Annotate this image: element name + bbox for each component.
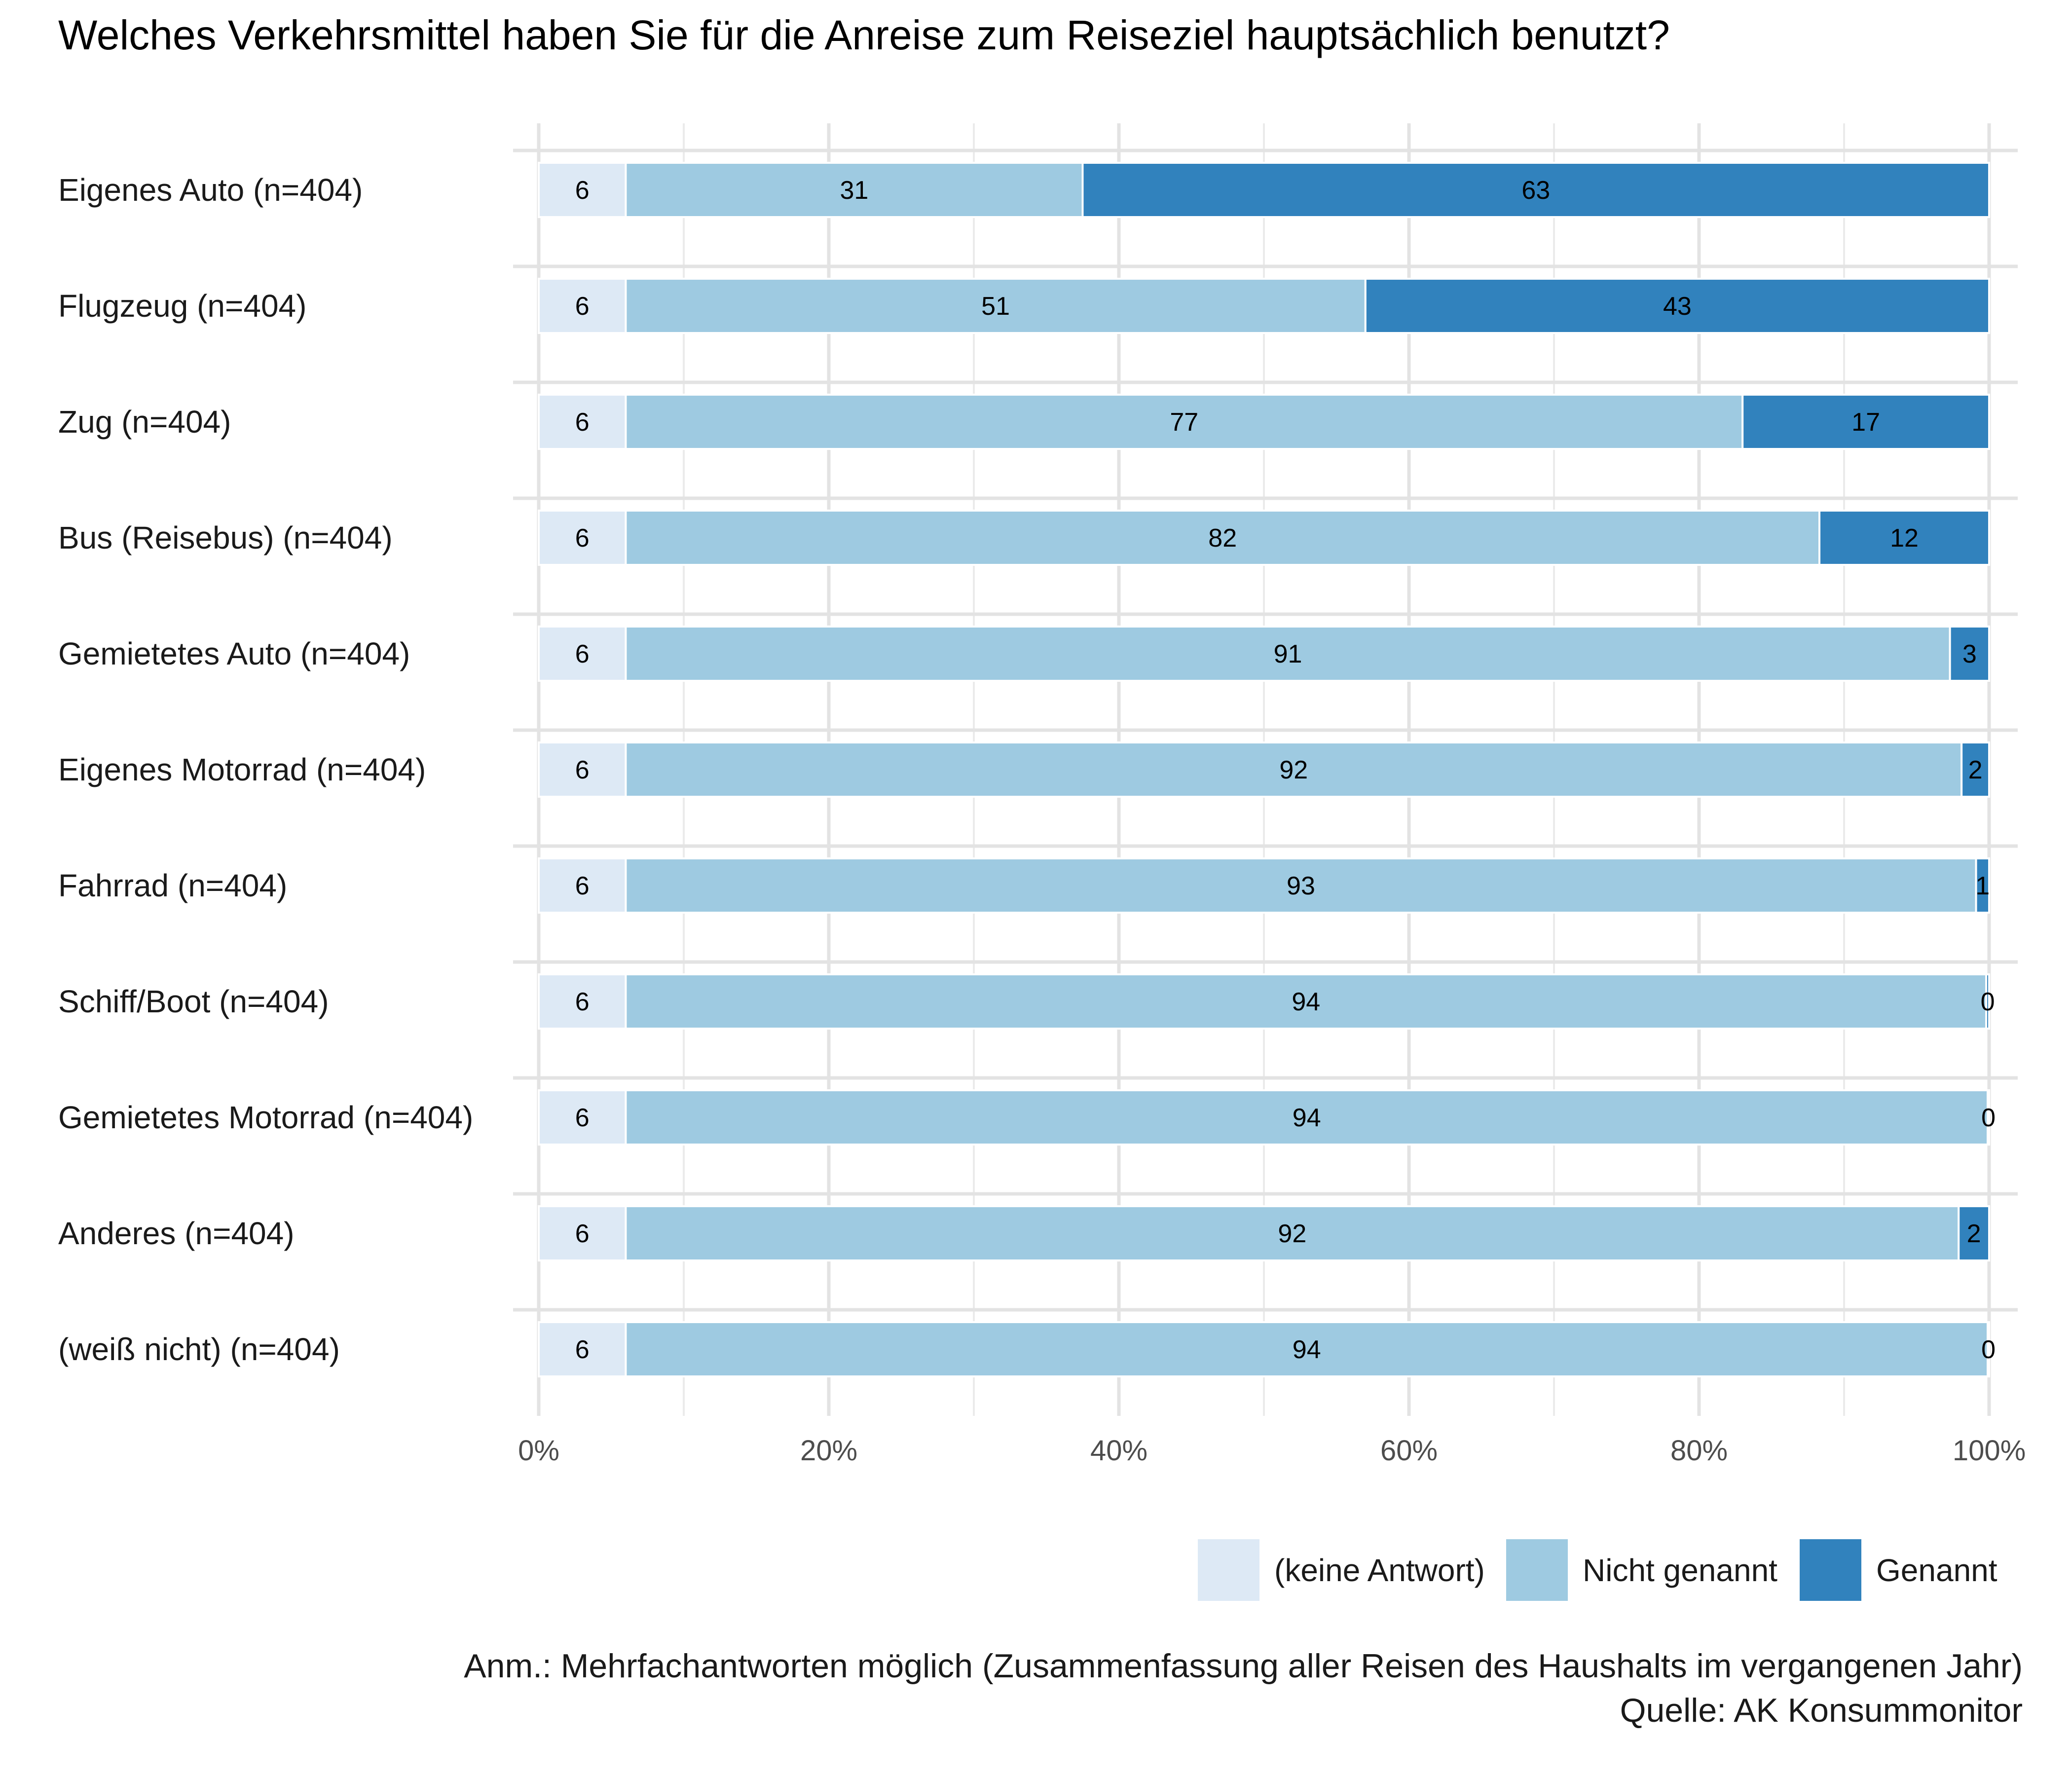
bar-segment-genannt [1958,1205,1991,1261]
bar-segment-genannt [1985,973,1991,1030]
category-label: Eigenes Motorrad (n=404) [58,752,426,787]
category-label: Schiff/Boot (n=404) [58,984,329,1019]
x-tick-label: 0% [518,1435,559,1467]
bar-value-label: 77 [1170,408,1198,437]
bar-segment-genannt [1949,626,1991,682]
bar-segment-nicht-genannt [625,394,1744,450]
bar-segment-nicht-genannt [625,162,1084,218]
category-label: Fahrrad (n=404) [58,868,287,903]
bar-labels: 6 31 63 6 51 43 6 77 17 6 82 12 6 91 3 6 92 2 6 93 1 6 94 0 6 94 0… [575,176,1996,1364]
bar-value-label: 6 [575,524,590,553]
legend-label: Nicht genannt [1583,1553,1777,1588]
bar-segment-keine-antwort [538,278,627,334]
bar-segment-keine-antwort [538,510,627,566]
bar-value-label: 0 [1981,1335,1996,1364]
bar-segment-keine-antwort [538,162,627,218]
category-label: Anderes (n=404) [58,1216,295,1251]
x-axis-tick-labels: 0% 20% 40% 60% 80% 100% [518,1435,2026,1467]
legend-swatch [1198,1539,1259,1601]
category-label: (weiß nicht) (n=404) [58,1332,340,1367]
bar-segment-nicht-genannt [625,278,1367,334]
bar-value-label: 2 [1968,756,1983,784]
x-tick-label: 80% [1670,1435,1728,1467]
bar-value-label: 6 [575,1104,590,1132]
bar-value-label: 94 [1293,1335,1321,1364]
bar-segment-keine-antwort [538,1321,627,1377]
bar-value-label: 6 [575,872,590,900]
bar-value-label: 82 [1208,524,1237,553]
bar-segment-nicht-genannt [625,857,1977,914]
bar-segment-genannt [1987,1089,1991,1146]
bar-value-label: 94 [1293,1104,1321,1132]
bar-value-label: 0 [1981,1104,1996,1132]
bar-segment-keine-antwort [538,857,627,914]
bar-value-label: 0 [1981,988,1995,1016]
bar-segment-nicht-genannt [625,1321,1989,1377]
bars [538,162,1991,1377]
category-label: Bus (Reisebus) (n=404) [58,520,393,555]
bar-segment-genannt [1961,741,1990,798]
bar-value-label: 31 [840,176,869,205]
legend-swatch [1800,1539,1861,1601]
category-label: Zug (n=404) [58,404,231,440]
bar-value-label: 43 [1663,292,1692,321]
bar-value-label: 94 [1292,988,1320,1016]
bar-value-label: 6 [575,1220,590,1248]
bar-value-label: 63 [1521,176,1550,205]
caption-source: Quelle: AK Konsummonitor [1620,1692,2023,1729]
bar-segment-keine-antwort [538,394,627,450]
category-label: Eigenes Auto (n=404) [58,172,363,208]
bar-segment-genannt [1818,510,1991,566]
bar-segment-genannt [1741,394,1990,450]
category-label: Gemietetes Motorrad (n=404) [58,1100,473,1135]
bar-segment-genannt [1081,162,1990,218]
bar-segment-nicht-genannt [625,1089,1989,1146]
bar-segment-keine-antwort [538,1205,627,1261]
bar-value-label: 17 [1851,408,1880,437]
x-tick-label: 60% [1380,1435,1438,1467]
bar-value-label: 93 [1287,872,1315,900]
x-tick-label: 100% [1953,1435,2026,1467]
bar-value-label: 2 [1967,1220,1981,1248]
bar-value-label: 6 [575,176,590,205]
caption-note: Anm.: Mehrfachantworten möglich (Zusamme… [464,1647,2023,1685]
chart-title: Welches Verkehrsmittel haben Sie für die… [58,12,1670,58]
legend-label: (keine Antwort) [1274,1553,1485,1588]
bar-segment-nicht-genannt [625,626,1951,682]
bar-value-label: 6 [575,988,590,1016]
grid-lines [513,123,2018,1416]
bar-segment-genannt [1987,1321,1991,1377]
bar-value-label: 6 [575,640,590,668]
bar-segment-keine-antwort [538,626,627,682]
legend-swatch [1506,1539,1568,1601]
bar-value-label: 6 [575,1335,590,1364]
bar-segment-nicht-genannt [625,1205,1960,1261]
legend: (keine Antwort) Nicht genannt Genannt [1198,1539,1998,1601]
bar-value-label: 3 [1962,640,1977,668]
x-tick-label: 40% [1090,1435,1147,1467]
bar-value-label: 51 [981,292,1010,321]
bar-value-label: 1 [1975,872,1990,900]
bar-value-label: 12 [1890,524,1919,553]
bar-segment-nicht-genannt [625,973,1988,1030]
bar-segment-genannt [1975,857,1991,914]
category-labels: Eigenes Auto (n=404) Flugzeug (n=404) Zug … [58,172,473,1367]
bar-value-label: 6 [575,756,590,784]
bar-value-label: 6 [575,408,590,437]
bar-value-label: 92 [1278,1220,1306,1248]
bar-value-label: 91 [1274,640,1302,668]
x-tick-label: 20% [800,1435,857,1467]
bar-segment-genannt [1364,278,1990,334]
bar-segment-keine-antwort [538,973,627,1030]
category-label: Gemietetes Auto (n=404) [58,636,410,671]
bar-value-label: 6 [575,292,590,321]
legend-label: Genannt [1876,1553,1998,1588]
bar-value-label: 92 [1279,756,1308,784]
category-label: Flugzeug (n=404) [58,288,306,324]
